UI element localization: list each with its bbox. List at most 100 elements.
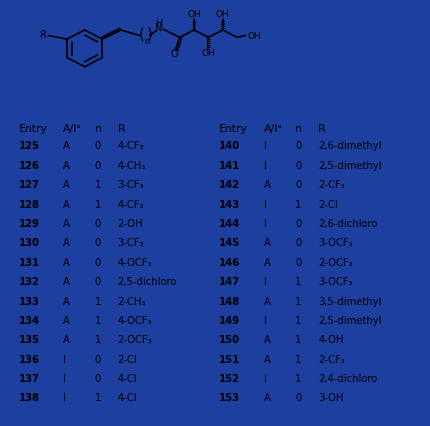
Text: 0: 0 xyxy=(95,141,101,152)
Text: 2-CH₃: 2-CH₃ xyxy=(118,296,146,307)
Text: ): ) xyxy=(147,27,153,42)
Text: 145: 145 xyxy=(219,239,240,248)
Text: 4-Cl: 4-Cl xyxy=(118,374,137,384)
Text: 128: 128 xyxy=(18,200,40,210)
Text: A: A xyxy=(264,180,271,190)
Text: 127: 127 xyxy=(18,180,39,190)
Text: 4-OH: 4-OH xyxy=(318,335,344,345)
Text: A: A xyxy=(264,239,271,248)
Text: 2-CF₃: 2-CF₃ xyxy=(318,355,345,365)
Text: 1: 1 xyxy=(295,355,302,365)
Text: 2-Cl: 2-Cl xyxy=(318,200,338,210)
Text: A: A xyxy=(63,141,70,152)
Text: R: R xyxy=(118,124,125,134)
Text: I: I xyxy=(63,355,66,365)
Text: OH: OH xyxy=(247,32,261,41)
Text: 0: 0 xyxy=(95,161,101,171)
Text: 131: 131 xyxy=(18,258,40,268)
Text: A/Iᵃ: A/Iᵃ xyxy=(264,124,283,134)
Text: 1: 1 xyxy=(295,200,302,210)
Text: 147: 147 xyxy=(219,277,240,287)
Text: 142: 142 xyxy=(219,180,240,190)
Text: I: I xyxy=(264,374,267,384)
Text: 2,5-dichloro: 2,5-dichloro xyxy=(118,277,177,287)
Text: R: R xyxy=(40,31,46,40)
Text: A: A xyxy=(264,394,271,403)
Text: OH: OH xyxy=(187,10,201,19)
Text: I: I xyxy=(264,316,267,326)
Text: A: A xyxy=(264,296,271,307)
Text: 126: 126 xyxy=(18,161,40,171)
Text: 0: 0 xyxy=(295,394,301,403)
Text: 1: 1 xyxy=(295,277,302,287)
Text: 152: 152 xyxy=(219,374,240,384)
Text: 1: 1 xyxy=(95,394,101,403)
Text: 3-CF₃: 3-CF₃ xyxy=(118,180,144,190)
Text: 1: 1 xyxy=(295,316,302,326)
Text: 138: 138 xyxy=(18,394,40,403)
Text: A: A xyxy=(63,258,70,268)
Text: 4-Cl: 4-Cl xyxy=(118,394,137,403)
Text: 0: 0 xyxy=(295,258,301,268)
Text: A/Iᵃ: A/Iᵃ xyxy=(63,124,82,134)
Text: (: ( xyxy=(138,27,144,42)
Text: 2-CF₃: 2-CF₃ xyxy=(318,180,345,190)
Text: 2-OCF₃: 2-OCF₃ xyxy=(118,335,152,345)
Text: 148: 148 xyxy=(219,296,240,307)
Text: 141: 141 xyxy=(219,161,240,171)
Text: N: N xyxy=(155,23,163,33)
Text: 3-OCF₃: 3-OCF₃ xyxy=(318,277,353,287)
Text: A: A xyxy=(264,258,271,268)
Text: 144: 144 xyxy=(219,219,240,229)
Text: 136: 136 xyxy=(18,355,40,365)
Text: I: I xyxy=(264,161,267,171)
Text: I: I xyxy=(63,394,66,403)
Text: 1: 1 xyxy=(295,374,302,384)
Text: 1: 1 xyxy=(95,296,101,307)
Text: 1: 1 xyxy=(295,335,302,345)
Text: 2-OCF₃: 2-OCF₃ xyxy=(318,258,353,268)
Text: 1: 1 xyxy=(95,316,101,326)
Text: A: A xyxy=(63,180,70,190)
Text: 125: 125 xyxy=(18,141,40,152)
Text: 1: 1 xyxy=(95,200,101,210)
Text: 0: 0 xyxy=(95,374,101,384)
Text: A: A xyxy=(63,316,70,326)
Text: 132: 132 xyxy=(18,277,39,287)
Text: 0: 0 xyxy=(295,239,301,248)
Text: OH: OH xyxy=(216,10,230,19)
Text: H: H xyxy=(156,20,164,29)
Text: 0: 0 xyxy=(95,258,101,268)
Text: 2-Cl: 2-Cl xyxy=(118,355,138,365)
Text: 0: 0 xyxy=(95,219,101,229)
Text: 0: 0 xyxy=(295,161,301,171)
Text: R: R xyxy=(318,124,326,134)
Text: 2,5-dimethyl: 2,5-dimethyl xyxy=(318,316,382,326)
Text: 3,5-dimethyl: 3,5-dimethyl xyxy=(318,296,382,307)
Text: 1: 1 xyxy=(295,296,302,307)
Text: OH: OH xyxy=(202,49,215,58)
Text: 4-CF₃: 4-CF₃ xyxy=(118,200,144,210)
Text: 4-OCF₃: 4-OCF₃ xyxy=(118,258,152,268)
Text: 151: 151 xyxy=(219,355,240,365)
Text: I: I xyxy=(264,219,267,229)
Text: A: A xyxy=(264,355,271,365)
Text: A: A xyxy=(63,335,70,345)
Text: n: n xyxy=(95,124,101,134)
Text: A: A xyxy=(63,277,70,287)
Text: 134: 134 xyxy=(18,316,40,326)
Text: 4-OCF₃: 4-OCF₃ xyxy=(118,316,152,326)
Text: Entry: Entry xyxy=(219,124,248,134)
Text: 0: 0 xyxy=(295,180,301,190)
Text: Entry: Entry xyxy=(18,124,47,134)
Text: 3-OCF₃: 3-OCF₃ xyxy=(318,239,353,248)
Text: 2,6-dimethyl: 2,6-dimethyl xyxy=(318,141,382,152)
Text: 143: 143 xyxy=(219,200,240,210)
Text: 130: 130 xyxy=(18,239,39,248)
Text: 2,6-dichloro: 2,6-dichloro xyxy=(318,219,378,229)
Text: 4-CF₃: 4-CF₃ xyxy=(118,141,144,152)
Text: 0: 0 xyxy=(95,239,101,248)
Text: I: I xyxy=(264,277,267,287)
Text: n: n xyxy=(295,124,302,134)
Text: 0: 0 xyxy=(95,355,101,365)
